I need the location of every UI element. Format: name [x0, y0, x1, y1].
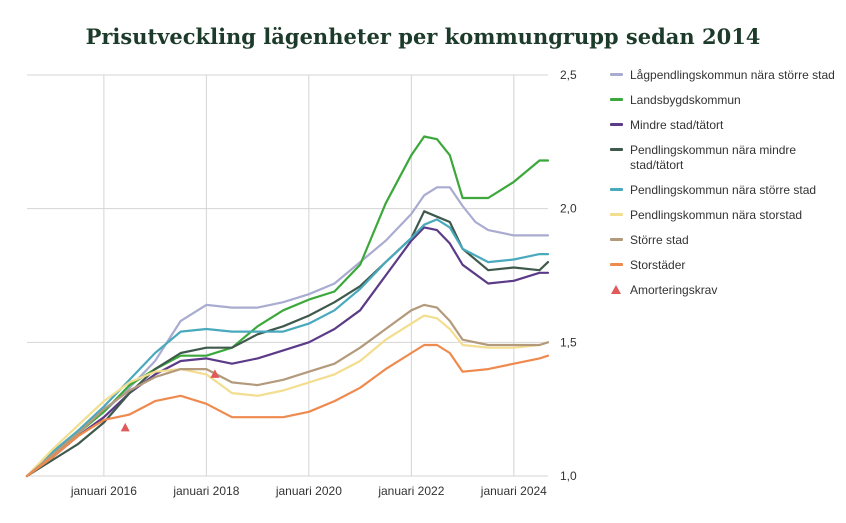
legend-label: Storstäder	[630, 258, 686, 272]
y-tick-label: 1,0	[560, 469, 577, 483]
legend-item: Pendlingskommun nära större stad	[610, 183, 840, 198]
y-tick-label: 2,5	[560, 68, 577, 82]
series-line	[25, 210, 550, 478]
x-tick-label: januari 2018	[172, 484, 239, 498]
amorteringskrav-marker	[210, 369, 220, 378]
series-line	[25, 303, 550, 478]
legend-swatch	[610, 238, 623, 241]
legend-swatch	[610, 148, 623, 151]
x-tick-label: januari 2016	[70, 484, 137, 498]
series-line	[25, 218, 550, 478]
x-tick-label: januari 2024	[480, 484, 547, 498]
axis-labels: 1,0 1,5 2,0 2,5 januari 2016 januari 2018 janu…	[70, 68, 577, 498]
y-tick-label: 1,5	[560, 335, 577, 349]
legend-swatch	[610, 213, 623, 216]
x-tick-label: januari 2022	[377, 484, 444, 498]
legend-item: Amorteringskrav	[610, 283, 840, 298]
legend-swatch	[610, 188, 623, 191]
legend-item: Större stad	[610, 233, 840, 248]
legend-item: Storstäder	[610, 258, 840, 273]
legend-item: Pendlingskommun nära storstad	[610, 208, 840, 223]
legend-label: Lågpendlingskommun nära större stad	[630, 68, 835, 82]
legend-item: Lågpendlingskommun nära större stad	[610, 68, 840, 83]
y-tick-label: 2,0	[560, 202, 577, 216]
series-line	[25, 343, 550, 478]
legend-item: Pendlingskommun nära mindre stad/tätort	[610, 143, 840, 173]
legend-item: Landsbygdskommun	[610, 93, 840, 108]
legend-item: Mindre stad/tätort	[610, 118, 840, 133]
chart-title: Prisutveckling lägenheter per kommungrup…	[85, 24, 761, 49]
legend-swatch	[610, 263, 623, 266]
legend: Lågpendlingskommun nära större stad Lands…	[610, 68, 840, 308]
legend-label: Pendlingskommun nära mindre stad/tätort	[630, 143, 797, 172]
legend-swatch	[610, 98, 623, 101]
legend-marker-triangle	[611, 285, 621, 294]
series-line	[25, 135, 550, 478]
series-line	[25, 314, 550, 478]
series-line	[25, 186, 550, 478]
grid	[27, 74, 548, 477]
markers	[120, 369, 220, 432]
legend-label: Pendlingskommun nära storstad	[630, 208, 803, 222]
series-line	[25, 226, 550, 478]
x-tick-label: januari 2020	[275, 484, 342, 498]
legend-label: Amorteringskrav	[630, 283, 718, 297]
legend-swatch	[610, 123, 623, 126]
legend-label: Större stad	[630, 233, 689, 247]
legend-swatch	[610, 73, 623, 76]
legend-label: Pendlingskommun nära större stad	[630, 183, 817, 197]
legend-label: Landsbygdskommun	[630, 93, 741, 107]
legend-label: Mindre stad/tätort	[630, 118, 724, 132]
series-lines	[25, 135, 550, 478]
amorteringskrav-marker	[120, 422, 130, 432]
